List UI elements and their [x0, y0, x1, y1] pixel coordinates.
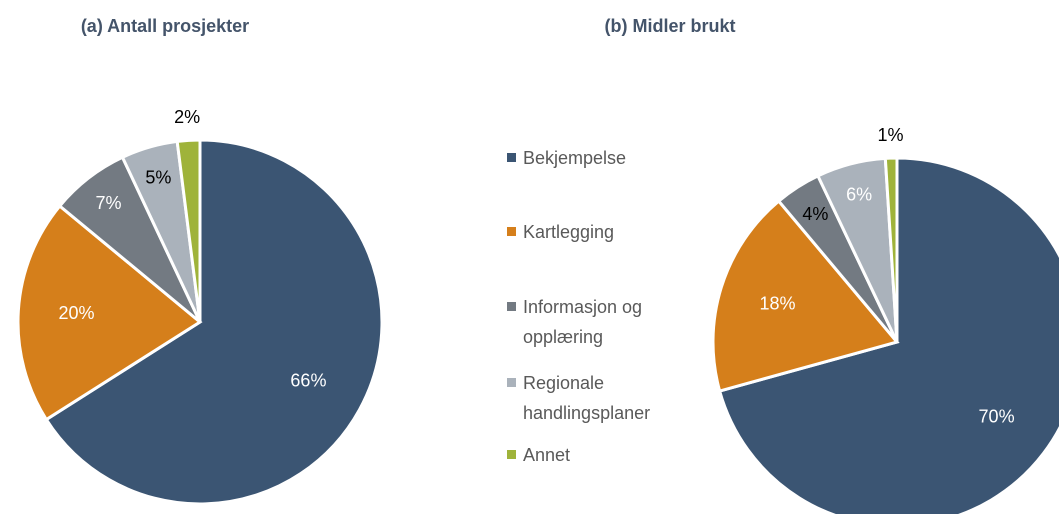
chart-title: (a) Antall prosjekter: [81, 16, 249, 36]
data-label: 5%: [145, 167, 171, 187]
legend-label: Kartlegging: [523, 222, 615, 242]
legend-label: Informasjon og opplæring: [523, 297, 643, 347]
data-label: 70%: [979, 407, 1015, 427]
legend-swatch: [507, 227, 516, 236]
pie-slice: [711, 198, 900, 393]
pie-slice: [175, 138, 202, 323]
data-label: 18%: [760, 294, 796, 314]
legend-label: Bekjempelse: [523, 148, 627, 168]
chart-title: (b) Midler brukt: [605, 16, 736, 36]
pie-slice: [883, 156, 899, 343]
legend-swatch: [507, 378, 516, 387]
pie-slice: [717, 156, 1059, 514]
legend-swatch: [507, 450, 516, 459]
legend-label: Annet: [523, 445, 571, 465]
data-label: 2%: [174, 107, 200, 127]
pie-slice: [16, 203, 203, 422]
data-label: 66%: [290, 370, 326, 390]
pie-slice: [44, 138, 384, 506]
legend-swatch: [507, 302, 516, 311]
data-label: 7%: [96, 193, 122, 213]
legend-label: Regionale handlingsplaner: [523, 373, 651, 423]
data-label: 20%: [58, 303, 94, 323]
data-label: 4%: [802, 204, 828, 224]
legend-swatch: [507, 153, 516, 162]
data-label: 1%: [877, 125, 903, 145]
data-label: 6%: [846, 185, 872, 205]
